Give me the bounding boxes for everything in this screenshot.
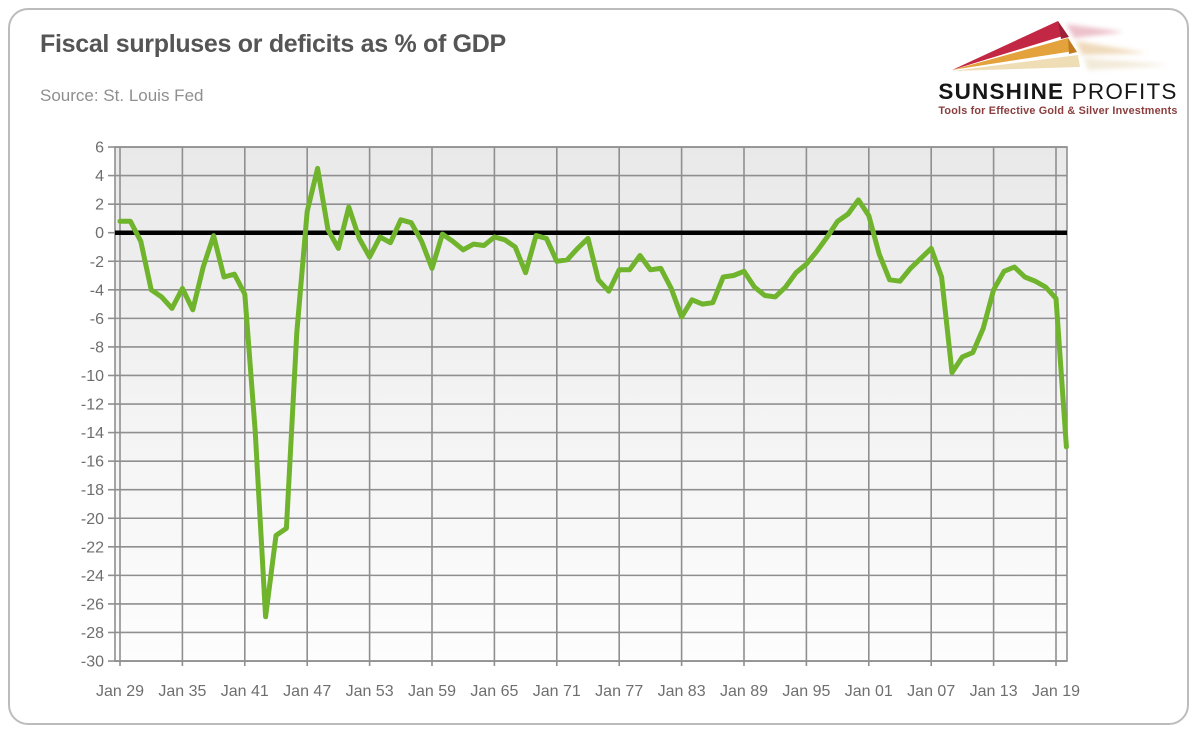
x-tick-label: Jan 77	[595, 683, 643, 700]
y-tick-label: -26	[81, 596, 104, 613]
logo-ray-orange-tip	[1068, 38, 1077, 54]
x-tick-label: Jan 07	[907, 683, 955, 700]
y-tick-label: -20	[81, 511, 104, 528]
y-tick-label: -12	[81, 397, 104, 414]
logo-brand-primary: SUNSHINE	[938, 79, 1065, 104]
y-tick-label: -18	[81, 482, 104, 499]
x-tick-label: Jan 13	[970, 683, 1018, 700]
x-tick-label: Jan 89	[720, 683, 768, 700]
source-label: Source: St. Louis Fed	[40, 86, 204, 105]
y-tick-label: -4	[90, 282, 104, 299]
x-tick-label: Jan 83	[658, 683, 706, 700]
x-tick-label: Jan 59	[408, 683, 456, 700]
logo-arrows-icon	[952, 21, 1170, 71]
y-tick-label: -14	[81, 425, 104, 442]
plot-border	[114, 146, 1068, 662]
logo-ray-red-tip	[1058, 21, 1069, 39]
y-tick-label: -24	[81, 568, 104, 585]
logo-ray-cream	[952, 55, 1080, 71]
x-tick-label: Jan 65	[470, 683, 518, 700]
page-title: Fiscal surpluses or deficits as % of GDP	[40, 30, 506, 58]
logo-brand: SUNSHINE PROFITS	[938, 80, 1178, 104]
y-tick-label: 6	[95, 140, 104, 157]
y-tick-label: -22	[81, 539, 104, 556]
y-tick-label: -6	[90, 311, 104, 328]
x-tick-label: Jan 47	[283, 683, 331, 700]
logo-ray-orange	[952, 38, 1074, 70]
x-tick-label: Jan 29	[96, 683, 144, 700]
y-tick-label: 2	[95, 197, 104, 214]
logo-tagline: Tools for Effective Gold & Silver Invest…	[938, 105, 1178, 117]
x-tick-label: Jan 71	[533, 683, 581, 700]
y-tick-label: -8	[90, 339, 104, 356]
x-tick-label: Jan 95	[782, 683, 830, 700]
y-tick-label: -10	[81, 368, 104, 385]
x-tick-label: Jan 01	[845, 683, 893, 700]
x-tick-label: Jan 41	[221, 683, 269, 700]
y-tick-label: -30	[81, 654, 104, 671]
y-tick-label: 4	[95, 168, 104, 185]
y-tick-label: 0	[95, 225, 104, 242]
deficit-line	[117, 165, 1069, 620]
y-tick-label: -16	[81, 454, 104, 471]
y-tick-label: -28	[81, 625, 104, 642]
y-tick-label: -2	[90, 254, 104, 271]
x-tick-label: Jan 19	[1032, 683, 1080, 700]
x-tick-label: Jan 35	[158, 683, 206, 700]
logo-arrow-echoes	[1066, 24, 1170, 70]
x-tick-label: Jan 53	[346, 683, 394, 700]
sunshine-profits-logo: SUNSHINE PROFITS Tools for Effective Gol…	[938, 8, 1178, 117]
logo-brand-secondary: PROFITS	[1071, 79, 1178, 104]
logo-ray-red	[952, 21, 1066, 70]
